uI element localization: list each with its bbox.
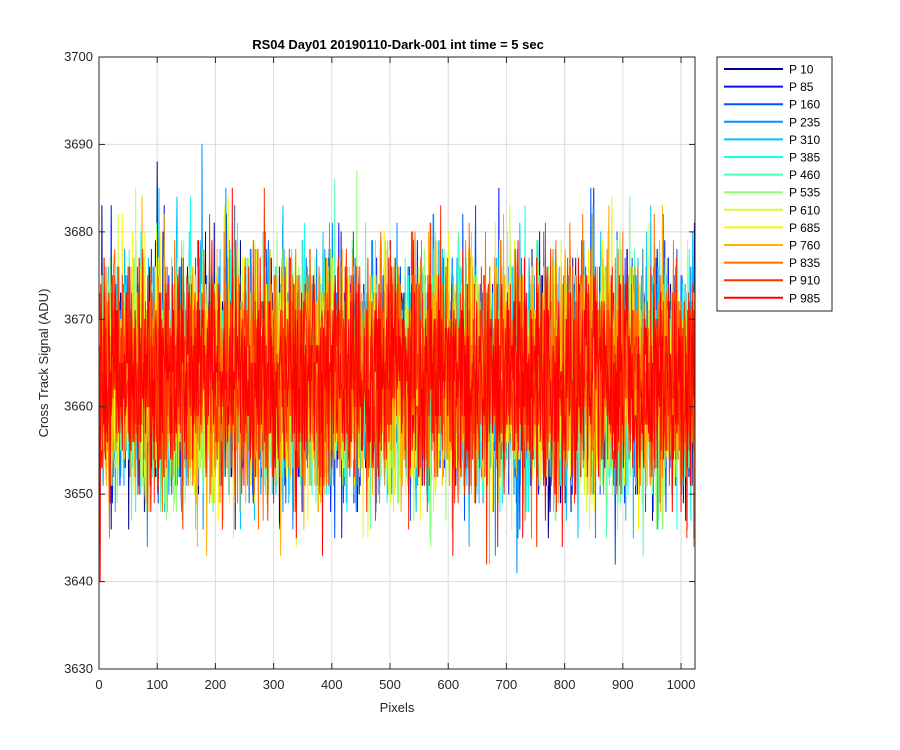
legend-label: P 85 bbox=[789, 80, 814, 94]
legend-label: P 460 bbox=[789, 168, 820, 182]
legend-label: P 385 bbox=[789, 151, 820, 165]
x-tick-label: 500 bbox=[379, 677, 401, 692]
legend-label: P 610 bbox=[789, 203, 820, 217]
legend-label: P 535 bbox=[789, 186, 820, 200]
x-tick-label: 1000 bbox=[667, 677, 696, 692]
legend-label: P 235 bbox=[789, 115, 820, 129]
x-tick-label: 0 bbox=[95, 677, 102, 692]
legend-label: P 685 bbox=[789, 221, 820, 235]
x-tick-label: 100 bbox=[146, 677, 168, 692]
legend: P 10 P 85 P 160 P 235 P 310 P 385 P 460 P 535 P … bbox=[716, 56, 833, 312]
x-tick-label: 600 bbox=[437, 677, 459, 692]
y-axis: 3630 3640 3650 3660 3670 3680 3690 3700 bbox=[64, 49, 695, 676]
chart-title: RS04 Day01 20190110-Dark-001 int time = … bbox=[252, 37, 544, 52]
y-tick-label: 3680 bbox=[64, 224, 93, 239]
legend-label: P 310 bbox=[789, 133, 820, 147]
series-layer bbox=[99, 143, 695, 583]
legend-label: P 10 bbox=[789, 63, 814, 77]
x-tick-label: 800 bbox=[554, 677, 576, 692]
y-tick-label: 3700 bbox=[64, 49, 93, 64]
x-axis-label: Pixels bbox=[380, 700, 415, 715]
y-tick-label: 3630 bbox=[64, 661, 93, 676]
series-line-p985 bbox=[99, 187, 695, 583]
plot-frame bbox=[98, 56, 696, 670]
x-axis: 0 100 200 300 400 500 600 700 800 900 1000 bbox=[95, 57, 695, 692]
y-tick-label: 3690 bbox=[64, 136, 93, 151]
legend-label: P 910 bbox=[789, 274, 820, 288]
y-tick-label: 3640 bbox=[64, 574, 93, 589]
x-tick-label: 400 bbox=[321, 677, 343, 692]
y-axis-label: Cross Track Signal (ADU) bbox=[36, 289, 51, 438]
y-tick-label: 3670 bbox=[64, 311, 93, 326]
legend-label: P 835 bbox=[789, 256, 820, 270]
x-tick-label: 900 bbox=[612, 677, 634, 692]
legend-box bbox=[716, 56, 833, 312]
x-tick-label: 700 bbox=[496, 677, 518, 692]
x-tick-label: 200 bbox=[205, 677, 227, 692]
legend-label: P 160 bbox=[789, 98, 820, 112]
y-tick-label: 3650 bbox=[64, 486, 93, 501]
y-tick-label: 3660 bbox=[64, 399, 93, 414]
legend-label: P 760 bbox=[789, 239, 820, 253]
legend-label: P 985 bbox=[789, 291, 820, 305]
x-tick-label: 300 bbox=[263, 677, 285, 692]
